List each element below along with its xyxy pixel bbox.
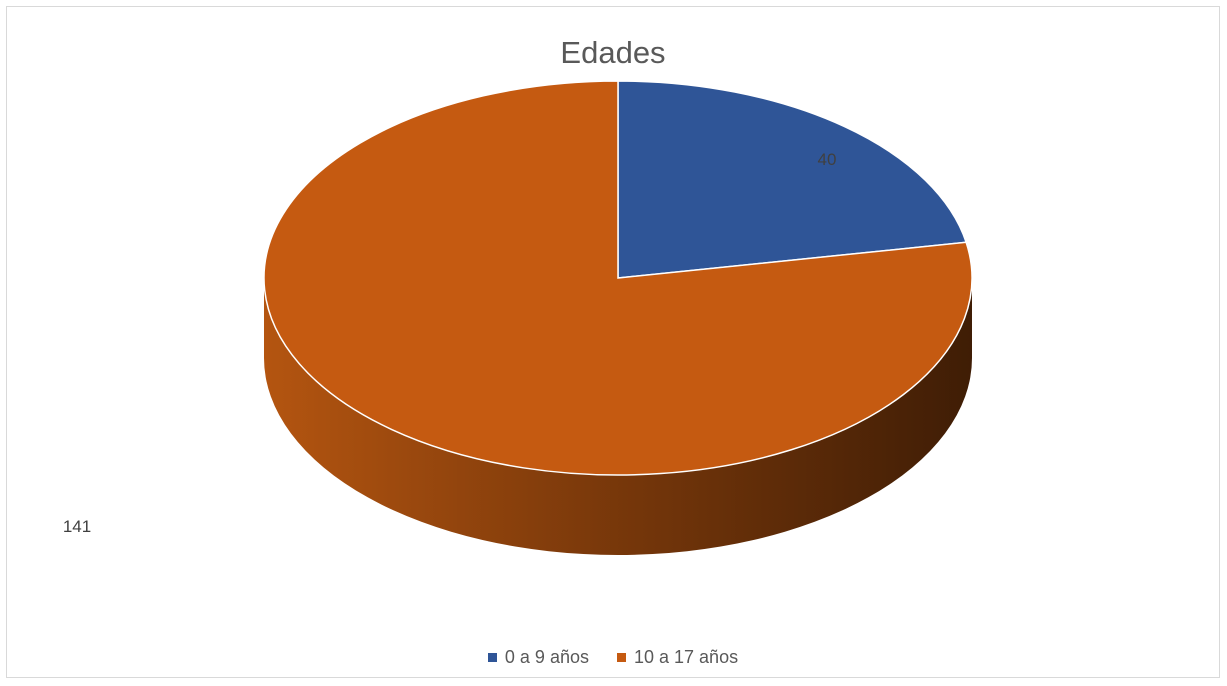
legend-label-0: 0 a 9 años (504, 647, 589, 667)
legend-item-0: 0 a 9 años (487, 647, 589, 668)
legend-swatch-1 (616, 653, 626, 662)
legend: 0 a 9 años 10 a 17 años (7, 647, 1219, 668)
data-label-1: 141 (63, 517, 91, 536)
legend-item-1: 10 a 17 años (616, 647, 739, 668)
pie-chart: 40 141 (63, 80, 973, 555)
data-label-0: 40 (818, 150, 837, 169)
legend-swatch-0 (487, 653, 497, 662)
pie-slice-0 (617, 80, 968, 279)
pie-side-wall (264, 278, 972, 555)
pie-slice-1 (263, 80, 973, 476)
legend-label-1: 10 a 17 años (633, 647, 739, 667)
chart-title: Edades (560, 35, 666, 70)
chart-area: Edades 40 141 0 a 9 años 10 a 17 años (6, 6, 1220, 678)
